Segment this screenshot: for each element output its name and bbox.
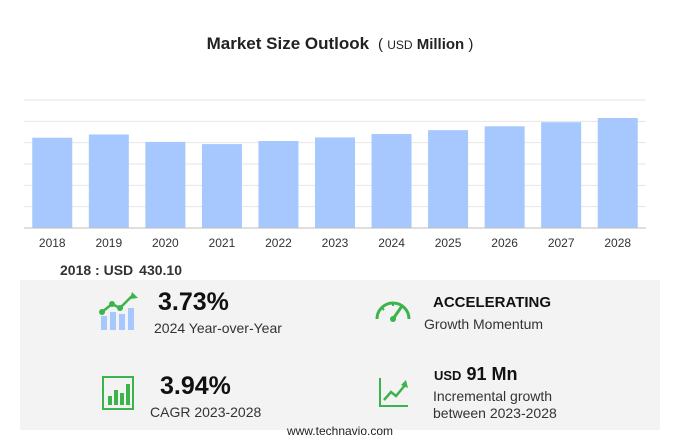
bar-2019 [88,134,129,228]
bar-2027 [541,122,582,228]
bar-2026 [484,126,525,228]
x-tick-2026: 2026 [491,236,518,250]
base-year-value: 2018 : USD 430.10 [60,262,182,278]
bar-chart: 2018 2019 2020 2021 2022 2023 2024 2025 2026 2027… [24,99,646,250]
bar-2025 [428,130,469,228]
x-tick-2028: 2028 [604,236,631,250]
bar-2018 [32,137,73,228]
incremental-label-1: Incremental growth [433,388,553,404]
bar-2020 [145,141,186,228]
momentum-value: ACCELERATING [433,294,552,311]
base-label: 2018 : USD [60,262,134,278]
incremental-number: 91 Mn [466,364,518,384]
bar-2021 [201,144,242,228]
bar-2022 [258,141,299,228]
cagr-value: 3.94% [160,372,231,400]
bar-2024 [371,134,412,228]
chart-title: Market Size Outlook ( USD Million ) [0,34,680,54]
title-text: Market Size Outlook [206,34,370,53]
title-unit: ( USD Million ) [373,36,474,53]
cagr-label: CAGR 2023-2028 [150,404,262,420]
speedometer-icon [375,301,411,322]
trend-line-icon [379,378,408,407]
x-tick-2027: 2027 [548,236,575,250]
bar-growth-icon [99,292,138,330]
x-tick-2019: 2019 [95,236,122,250]
x-tick-2018: 2018 [39,236,66,250]
x-tick-2020: 2020 [152,236,179,250]
bar-chart-icon [102,376,134,410]
incremental-prefix: USD [434,368,462,383]
bar-2023 [315,137,355,228]
base-number: 430.10 [139,262,182,278]
yoy-value: 3.73% [158,288,229,316]
x-tick-2024: 2024 [378,236,405,250]
source-footer: www.technavio.com [286,424,394,438]
unit-prefix: USD [387,38,413,52]
x-tick-2025: 2025 [435,236,462,250]
x-tick-labels: 2018 2019 2020 2021 2022 2023 2024 2025 2026 2027… [39,236,631,250]
kpi-panel: 3.73% 2024 Year-over-Year ACCELERATING G… [20,280,660,430]
x-tick-2022: 2022 [265,236,292,250]
bars [32,118,638,228]
incremental-value: USD 91 Mn [434,364,517,385]
x-tick-2023: 2023 [322,236,349,250]
incremental-label-2: between 2023-2028 [433,405,557,421]
bar-2028 [597,118,638,228]
yoy-label: 2024 Year-over-Year [154,320,282,336]
x-tick-2021: 2021 [209,236,236,250]
unit-word: Million [416,36,465,53]
momentum-label: Growth Momentum [424,316,544,332]
